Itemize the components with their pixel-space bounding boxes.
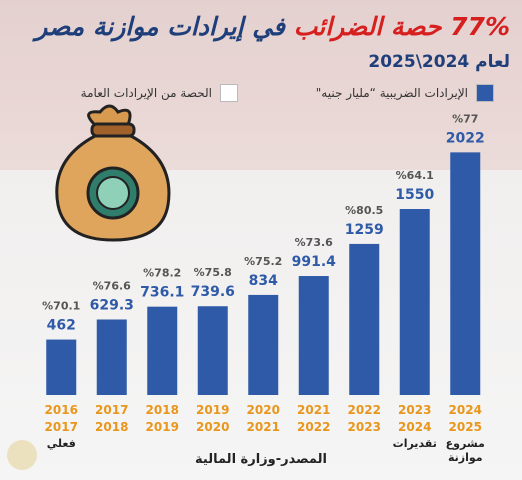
x-tick-label: 2023 2024 — [398, 403, 432, 434]
value-label: 1259 — [345, 222, 384, 238]
value-label: 629.3 — [90, 297, 134, 313]
annotation: تقديرات — [392, 437, 437, 450]
share-label: %78.2 — [143, 267, 181, 280]
share-label: %75.2 — [244, 255, 282, 268]
value-label: 834 — [249, 273, 278, 289]
share-label: %80.5 — [345, 204, 383, 217]
bar — [96, 319, 127, 395]
chart-title: 77% حصة الضرائب في إيرادات موازنة مصر — [35, 12, 510, 41]
legend-label: الإيرادات الضريبية “مليار جنيه" — [315, 86, 468, 100]
bar — [147, 306, 178, 395]
title-highlight: 77% حصة الضرائب — [293, 12, 510, 41]
money-bag — [55, 104, 171, 242]
bar — [298, 276, 329, 395]
legend-swatch — [220, 84, 238, 102]
share-label: %76.6 — [93, 279, 132, 292]
bar — [248, 294, 279, 395]
bar — [399, 209, 430, 395]
bar — [197, 306, 228, 395]
bar — [450, 152, 481, 395]
x-tick-label: 2016 2017 — [44, 403, 78, 434]
annotation: فعلي — [46, 437, 76, 450]
share-label: %75.8 — [194, 266, 232, 279]
value-label: 991.4 — [292, 254, 337, 270]
x-tick-label: 2022 2023 — [347, 403, 381, 434]
value-label: 739.6 — [191, 284, 235, 300]
bar — [349, 243, 380, 395]
value-label: 2022 — [446, 130, 485, 146]
bar — [46, 339, 77, 395]
value-label: 1550 — [395, 187, 434, 203]
legend-item: الحصة من الإيرادات العامة — [81, 84, 238, 102]
title-rest: في إيرادات موازنة مصر — [35, 12, 285, 41]
share-label: %73.6 — [295, 236, 334, 249]
annotation: مشروع موازنة — [445, 437, 485, 464]
source: المصدر-وزارة المالية — [195, 452, 327, 467]
x-tick-label: 2024 2025 — [448, 403, 482, 434]
share-label: %77 — [452, 112, 478, 125]
value-label: 736.1 — [140, 285, 184, 301]
legend-label: الحصة من الإيرادات العامة — [80, 86, 212, 100]
value-label: 462 — [47, 318, 76, 334]
x-tick-label: 2018 2019 — [145, 403, 179, 434]
x-tick-label: 2020 2021 — [246, 403, 280, 434]
share-label: %70.1 — [42, 300, 80, 313]
logo — [7, 440, 37, 470]
share-label: %64.1 — [396, 169, 434, 182]
x-tick-label: 2019 2020 — [196, 403, 230, 434]
legend-item: الإيرادات الضريبية “مليار جنيه" — [316, 84, 494, 102]
x-tick-label: 2021 2022 — [297, 403, 331, 434]
x-tick-label: 2017 2018 — [95, 403, 129, 434]
chart-subtitle: لعام 2024\2025 — [368, 52, 510, 72]
legend-swatch — [476, 84, 494, 102]
